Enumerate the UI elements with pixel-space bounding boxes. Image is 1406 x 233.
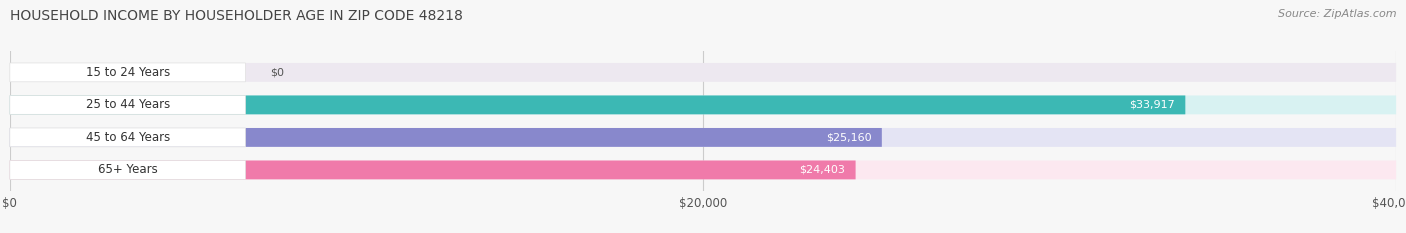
Text: 65+ Years: 65+ Years [98, 163, 157, 176]
FancyBboxPatch shape [10, 161, 1396, 179]
FancyBboxPatch shape [10, 128, 882, 147]
FancyBboxPatch shape [10, 128, 246, 147]
FancyBboxPatch shape [10, 96, 246, 114]
Text: $0: $0 [270, 67, 284, 77]
Text: 25 to 44 Years: 25 to 44 Years [86, 98, 170, 111]
Text: 15 to 24 Years: 15 to 24 Years [86, 66, 170, 79]
FancyBboxPatch shape [10, 96, 1396, 114]
Text: $24,403: $24,403 [800, 165, 845, 175]
Text: HOUSEHOLD INCOME BY HOUSEHOLDER AGE IN ZIP CODE 48218: HOUSEHOLD INCOME BY HOUSEHOLDER AGE IN Z… [10, 9, 463, 23]
FancyBboxPatch shape [10, 161, 856, 179]
Text: Source: ZipAtlas.com: Source: ZipAtlas.com [1278, 9, 1396, 19]
Text: 45 to 64 Years: 45 to 64 Years [86, 131, 170, 144]
FancyBboxPatch shape [10, 96, 1185, 114]
FancyBboxPatch shape [10, 161, 246, 179]
Text: $33,917: $33,917 [1129, 100, 1175, 110]
FancyBboxPatch shape [10, 63, 1396, 82]
FancyBboxPatch shape [10, 128, 1396, 147]
Text: $25,160: $25,160 [825, 132, 872, 142]
FancyBboxPatch shape [10, 63, 246, 82]
